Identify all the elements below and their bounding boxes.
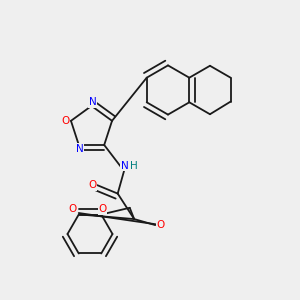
Text: O: O — [88, 180, 97, 190]
Text: O: O — [69, 204, 77, 214]
Text: H: H — [130, 161, 138, 171]
Text: N: N — [89, 97, 97, 107]
Text: O: O — [99, 204, 107, 214]
Text: O: O — [61, 116, 70, 126]
Text: N: N — [76, 144, 84, 154]
Text: N: N — [121, 161, 128, 171]
Text: O: O — [157, 220, 165, 230]
